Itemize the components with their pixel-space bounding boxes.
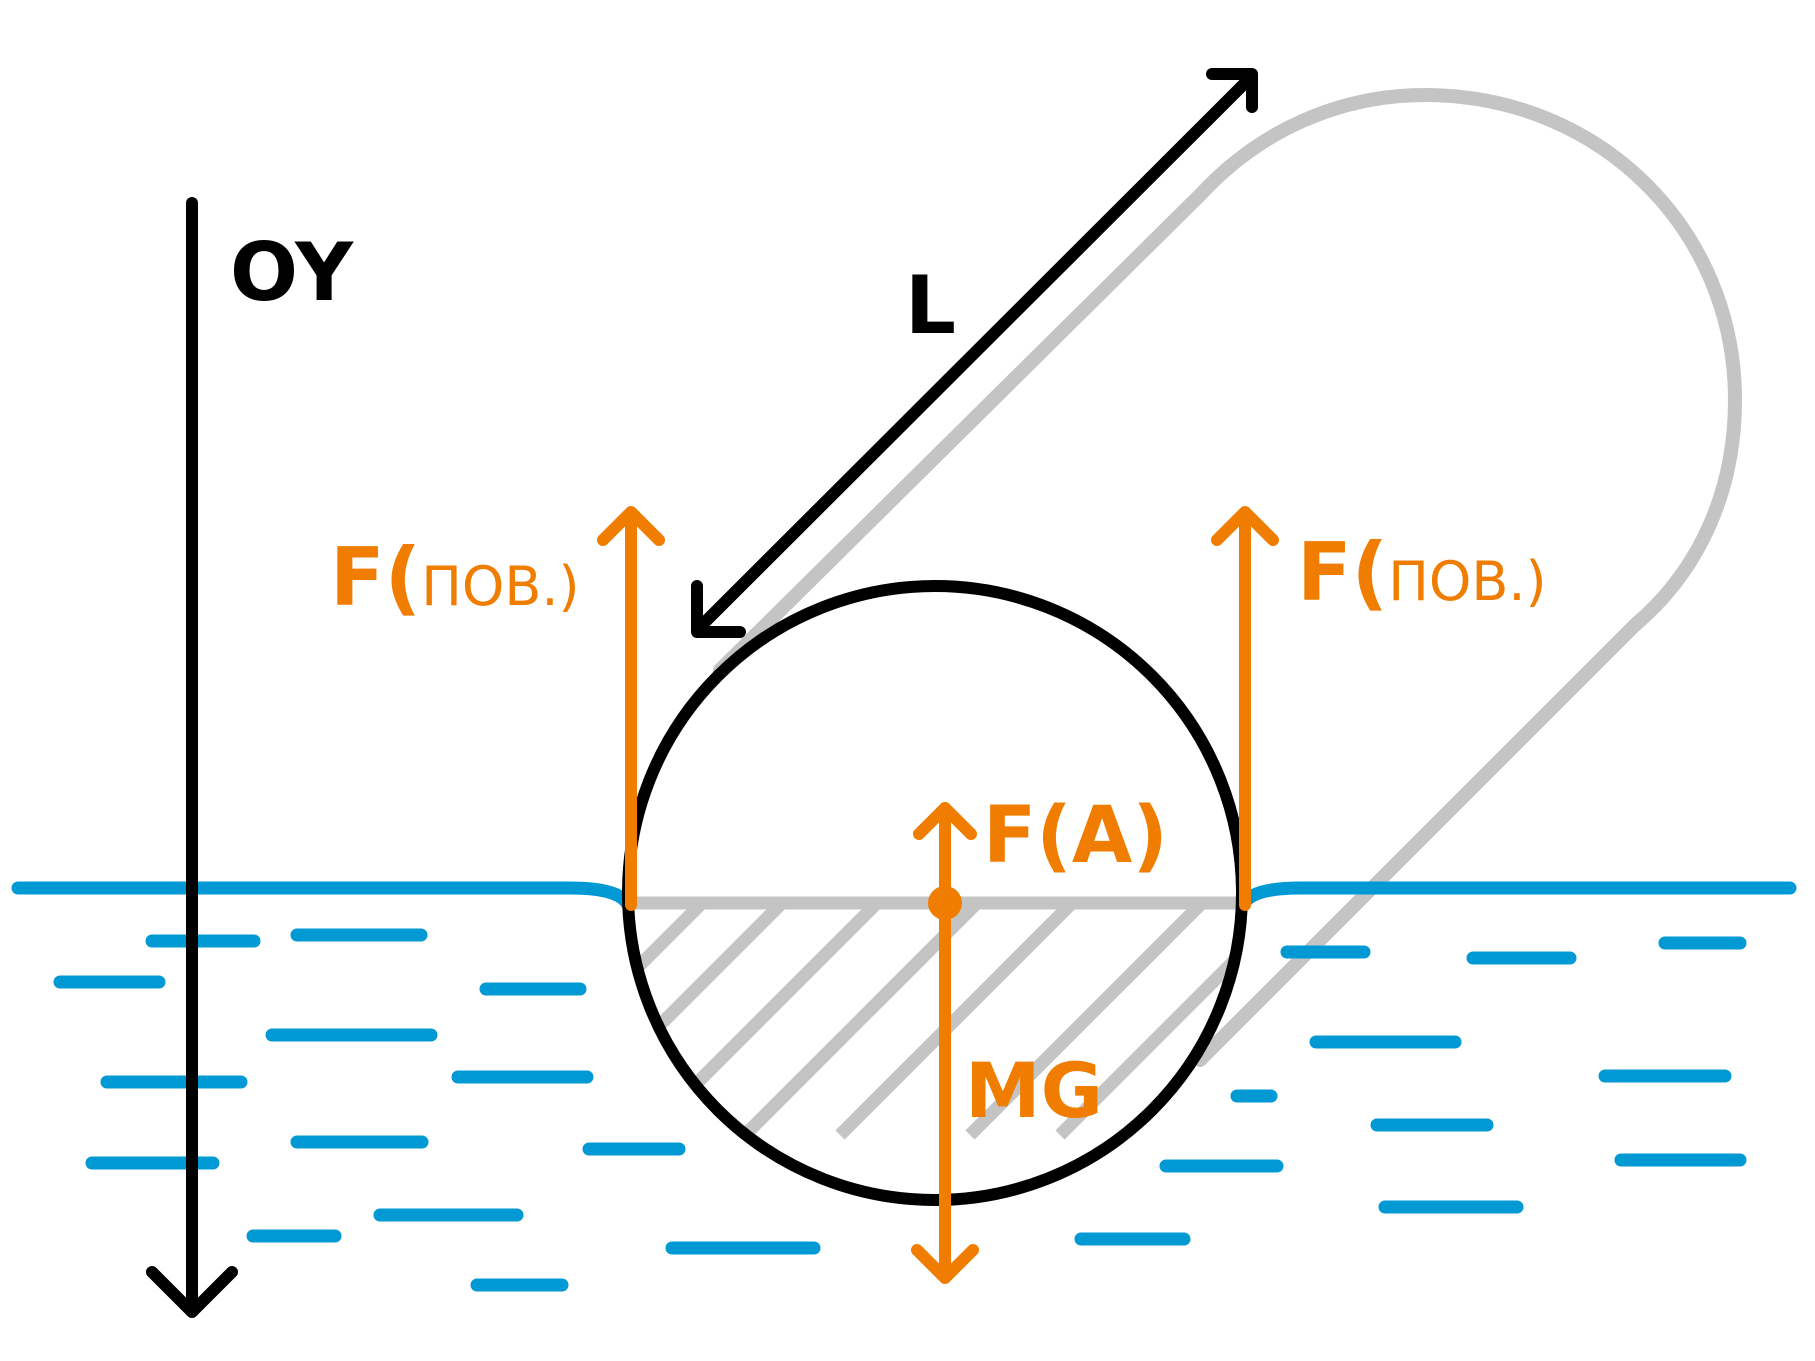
length-dimension-line — [691, 72, 1256, 636]
hatch-line — [740, 900, 980, 1140]
oy-axis-label: OY — [230, 226, 354, 319]
archimedes-force-arrowhead — [913, 802, 977, 840]
surface-force-right-main: F( — [1297, 526, 1388, 619]
hatch-line — [640, 900, 880, 1140]
hatch-line — [628, 900, 705, 1110]
water-surface-right — [1236, 881, 1797, 912]
length-label: L — [905, 259, 956, 352]
ring-outer-arc — [1193, 87, 1743, 1067]
length-arrowhead-top — [1206, 68, 1258, 113]
ring-inner-edge — [713, 188, 1207, 677]
gravity-force-arrowhead — [911, 1244, 979, 1284]
ring-outline — [713, 87, 1743, 1067]
surface-force-left-label: F(ПОВ.) — [330, 531, 580, 624]
surface-force-left-arrow — [597, 506, 665, 911]
surface-force-left-sub: ПОВ.) — [421, 555, 579, 618]
water-surface-left — [11, 881, 635, 912]
surface-force-right-label: F(ПОВ.) — [1297, 526, 1547, 619]
surface-force-right-arrow — [1211, 506, 1279, 911]
surface-force-left-arrowhead — [597, 506, 665, 546]
hatch-line — [628, 900, 785, 1110]
surface-force-left-main: F( — [330, 531, 421, 624]
archimedes-force-label: F(A) — [983, 791, 1168, 881]
hatch-line — [835, 900, 1075, 1140]
gravity-force-arrow — [911, 897, 979, 1284]
center-of-mass-point — [928, 886, 962, 920]
oy-axis-arrowhead — [146, 1266, 238, 1318]
hatch-line — [1055, 900, 1243, 1140]
length-dimension — [691, 68, 1258, 638]
hatch-line — [965, 900, 1205, 1140]
surface-force-right-sub: ПОВ.) — [1388, 550, 1546, 613]
length-arrowhead-bottom — [691, 580, 746, 638]
surface-force-right-arrowhead — [1211, 506, 1279, 546]
oy-axis — [146, 197, 238, 1318]
submerged-hatching — [628, 900, 1243, 1140]
gravity-force-label: MG — [965, 1046, 1103, 1135]
